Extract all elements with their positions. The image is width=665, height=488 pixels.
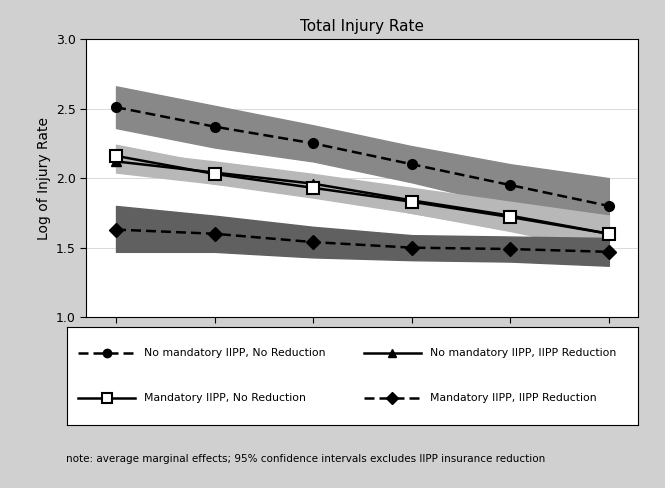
Title: Total Injury Rate: Total Injury Rate xyxy=(301,19,424,34)
X-axis label: Percent Union: Percent Union xyxy=(314,346,411,360)
Text: note: average marginal effects; 95% confidence intervals excludes IIPP insurance: note: average marginal effects; 95% conf… xyxy=(66,454,546,464)
Text: Mandatory IIPP, No Reduction: Mandatory IIPP, No Reduction xyxy=(144,393,306,403)
Text: Mandatory IIPP, IIPP Reduction: Mandatory IIPP, IIPP Reduction xyxy=(430,393,597,403)
Y-axis label: Log of Injury Rate: Log of Injury Rate xyxy=(37,117,51,240)
Text: No mandatory IIPP, No Reduction: No mandatory IIPP, No Reduction xyxy=(144,348,325,358)
Text: No mandatory IIPP, IIPP Reduction: No mandatory IIPP, IIPP Reduction xyxy=(430,348,616,358)
